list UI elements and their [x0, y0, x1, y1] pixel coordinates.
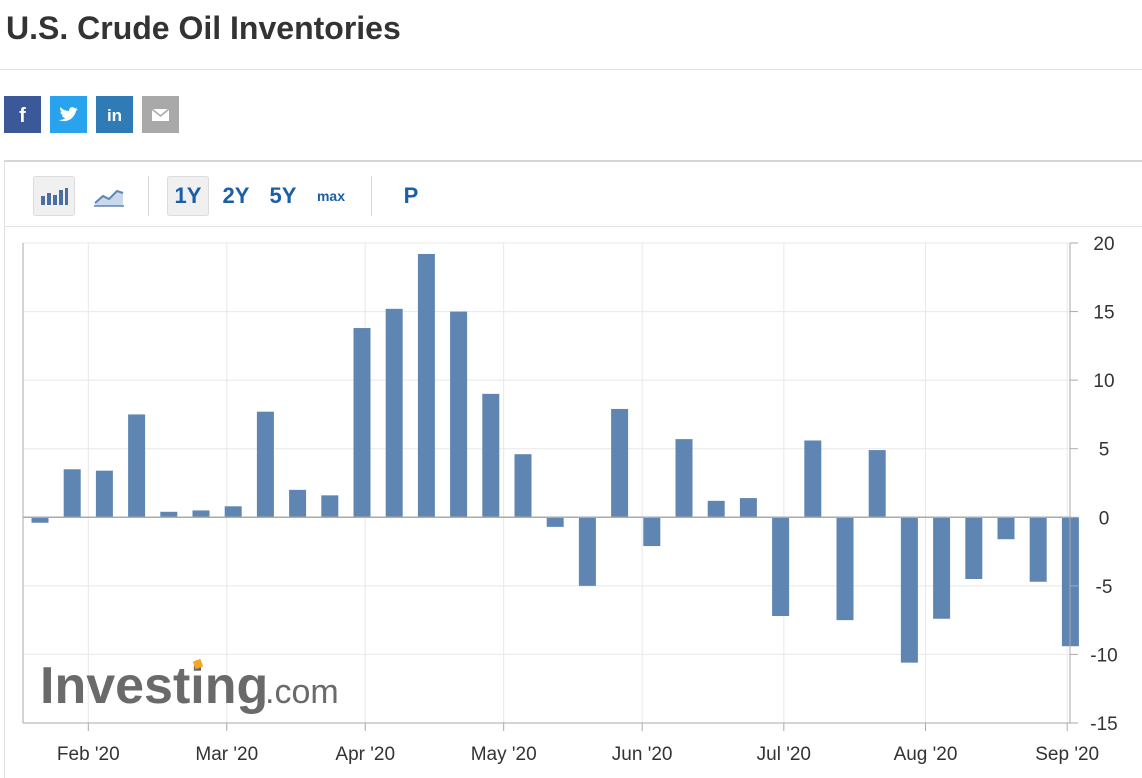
y-tick-label: 5	[1099, 440, 1110, 461]
bar[interactable]	[450, 311, 468, 518]
bar[interactable]	[965, 517, 983, 579]
axis-layer	[22, 242, 1078, 731]
bar[interactable]	[63, 469, 81, 518]
label-layer: 20 15 10 5 0 -5 -10 -15 Feb '20 Mar '20 Apr '20 May…	[57, 234, 1118, 765]
bar[interactable]	[707, 500, 725, 518]
linkedin-icon: in	[96, 96, 133, 133]
p-button[interactable]: P	[403, 183, 419, 208]
chart-panel: 1Y 2Y 5Y max P	[4, 160, 1142, 778]
chart-toolbar: 1Y 2Y 5Y max P	[5, 162, 1142, 227]
bar-layer	[31, 253, 1079, 663]
svg-text:f: f	[19, 105, 26, 127]
bar[interactable]	[578, 517, 596, 586]
share-bar: f in	[4, 96, 179, 133]
bar[interactable]	[192, 510, 210, 518]
bar[interactable]	[321, 495, 339, 518]
bar[interactable]	[160, 511, 178, 518]
facebook-icon: f	[4, 96, 41, 133]
toolbar-separator	[371, 176, 372, 216]
svg-text:in: in	[107, 106, 122, 125]
facebook-share-button[interactable]: f	[4, 96, 41, 133]
investing-watermark: Investing .com	[40, 657, 339, 715]
page-title: U.S. Crude Oil Inventories	[6, 10, 401, 46]
bar[interactable]	[353, 328, 371, 518]
twitter-icon	[50, 96, 87, 133]
bar[interactable]	[611, 408, 629, 518]
range-max-button[interactable]: max	[316, 188, 346, 204]
bar[interactable]	[804, 440, 822, 518]
title-divider	[0, 69, 1142, 70]
y-tick-label: -10	[1090, 645, 1117, 666]
toolbar-separator	[148, 176, 149, 216]
x-tick-label: Feb '20	[57, 744, 120, 765]
bar[interactable]	[256, 411, 274, 518]
bar[interactable]	[95, 470, 113, 518]
bar[interactable]	[900, 517, 918, 663]
bar[interactable]	[128, 414, 146, 518]
watermark-accent	[192, 658, 204, 670]
bar[interactable]	[31, 517, 49, 523]
range-1y-button[interactable]: 1Y	[167, 176, 209, 216]
y-tick-label: 15	[1093, 303, 1114, 324]
bar[interactable]	[546, 517, 564, 527]
bar-chart-button[interactable]	[33, 176, 75, 216]
x-tick-label: Sep '20	[1035, 744, 1099, 765]
twitter-share-button[interactable]	[50, 96, 87, 133]
line-chart-button[interactable]	[89, 176, 129, 216]
bar[interactable]	[836, 517, 854, 621]
watermark-brand: Investing	[40, 657, 268, 715]
bar[interactable]	[417, 253, 435, 518]
x-tick-label: Mar '20	[195, 744, 258, 765]
bar[interactable]	[997, 517, 1015, 540]
x-tick-label: Jul '20	[757, 744, 811, 765]
y-tick-label: 0	[1099, 508, 1110, 529]
bar[interactable]	[933, 517, 951, 619]
range-2y-button[interactable]: 2Y	[222, 183, 250, 208]
watermark-suffix: .com	[265, 673, 339, 711]
bar-chart-icon	[41, 188, 68, 205]
bar[interactable]	[739, 498, 757, 518]
x-tick-label: Apr '20	[335, 744, 395, 765]
y-tick-label: 20	[1093, 234, 1114, 255]
bar[interactable]	[224, 506, 242, 518]
y-tick-label: 10	[1093, 371, 1114, 392]
line-chart-icon	[94, 189, 124, 207]
range-5y-button[interactable]: 5Y	[269, 183, 297, 208]
y-tick-label: -5	[1096, 577, 1113, 598]
bar[interactable]	[675, 439, 693, 518]
email-icon	[142, 96, 179, 133]
x-tick-label: Jun '20	[612, 744, 673, 765]
x-tick-label: Aug '20	[894, 744, 958, 765]
bar[interactable]	[385, 308, 403, 518]
bar[interactable]	[868, 450, 886, 518]
bar[interactable]	[1029, 517, 1047, 582]
bar[interactable]	[514, 454, 532, 518]
bar[interactable]	[482, 393, 500, 518]
x-tick-label: May '20	[471, 744, 537, 765]
bar[interactable]	[772, 517, 790, 617]
email-share-button[interactable]	[142, 96, 179, 133]
y-tick-label: -15	[1090, 714, 1117, 735]
bar[interactable]	[643, 517, 661, 547]
linkedin-share-button[interactable]: in	[96, 96, 133, 133]
bar[interactable]	[289, 489, 307, 518]
